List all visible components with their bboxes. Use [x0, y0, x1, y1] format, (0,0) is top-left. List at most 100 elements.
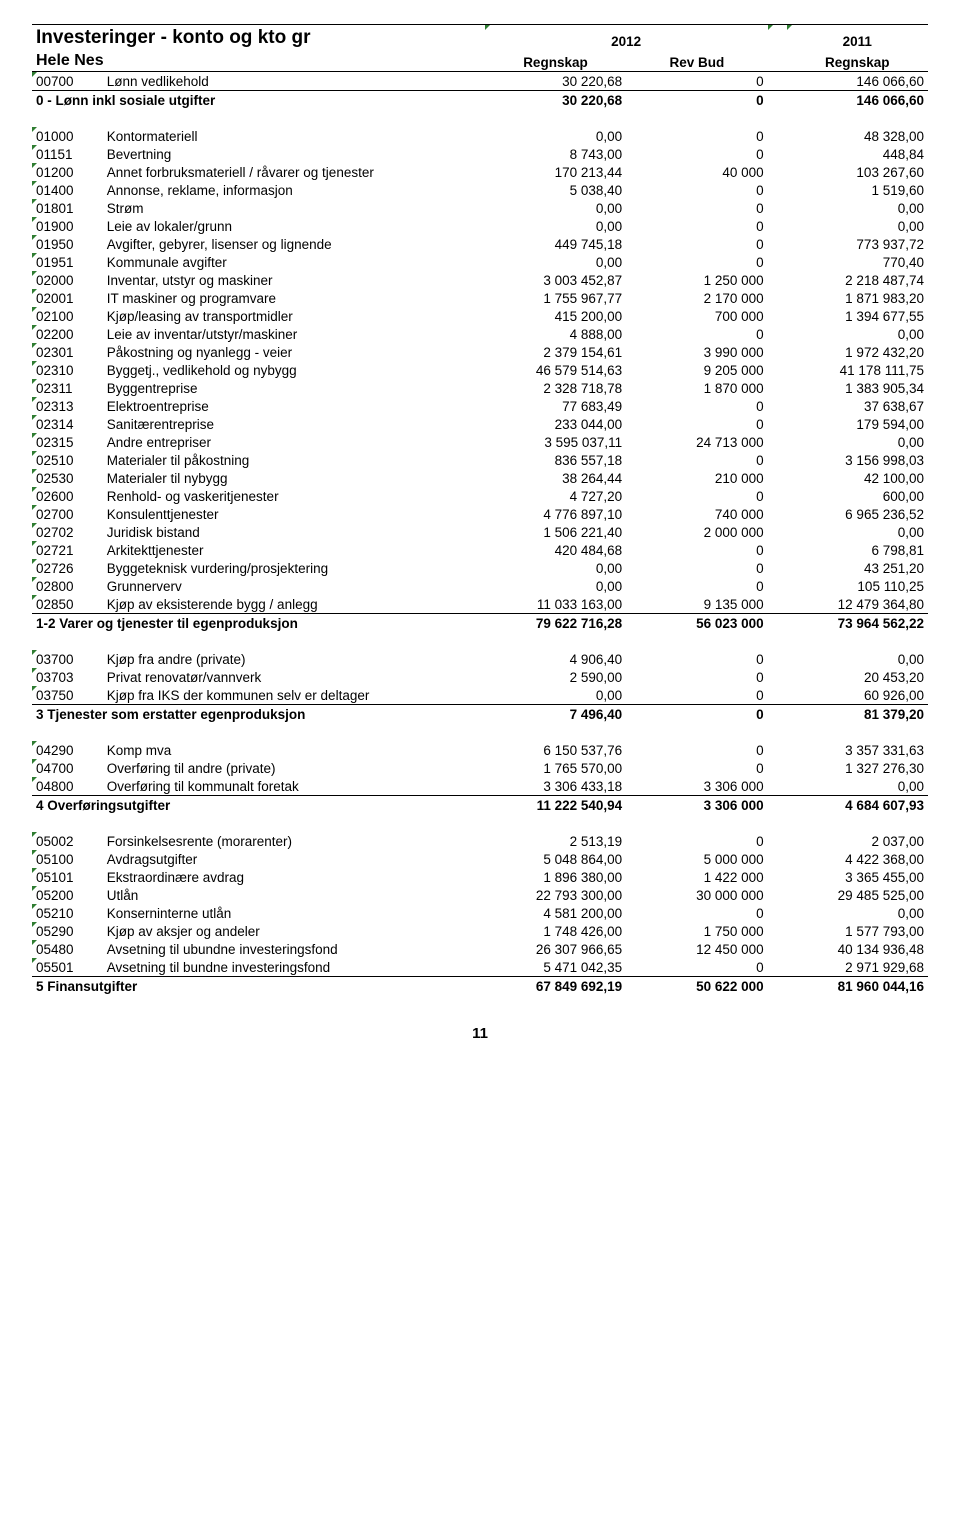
- subtotal-value: 11 222 540,94: [485, 796, 626, 815]
- cell-value: 2 971 929,68: [787, 958, 929, 977]
- table-row: 02702Juridisk bistand1 506 221,402 000 0…: [32, 523, 928, 541]
- cell-value: 210 000: [626, 469, 767, 487]
- cell-value: 42 100,00: [787, 469, 929, 487]
- table-row: 01200Annet forbruksmateriell / råvarer o…: [32, 163, 928, 181]
- page-number: 11: [32, 1025, 928, 1042]
- account-code: 01801: [32, 199, 103, 217]
- account-code: 02200: [32, 325, 103, 343]
- cell-value: 48 328,00: [787, 127, 929, 145]
- report-subtitle: Hele Nes: [32, 50, 485, 72]
- year-2012: 2012: [485, 25, 768, 51]
- account-desc: Avsetning til ubundne investeringsfond: [103, 940, 485, 958]
- cell-value: 29 485 525,00: [787, 886, 929, 904]
- cell-value: 0,00: [485, 559, 626, 577]
- cell-value: 0: [626, 72, 767, 91]
- cell-value: 0: [626, 650, 767, 668]
- account-desc: Strøm: [103, 199, 485, 217]
- subtotal-label: 0 - Lønn inkl sosiale utgifter: [32, 91, 485, 110]
- cell-value: 1 748 426,00: [485, 922, 626, 940]
- cell-value: 146 066,60: [787, 72, 929, 91]
- header-row-2: Hele Nes Regnskap Rev Bud Regnskap: [32, 50, 928, 72]
- subtotal-value: 3 306 000: [626, 796, 767, 815]
- table-row: 05210Konserninterne utlån4 581 200,0000,…: [32, 904, 928, 922]
- cell-value: 1 896 380,00: [485, 868, 626, 886]
- cell-value: 1 519,60: [787, 181, 929, 199]
- account-desc: Utlån: [103, 886, 485, 904]
- account-code: 02301: [32, 343, 103, 361]
- table-row: 02700Konsulenttjenester4 776 897,10740 0…: [32, 505, 928, 523]
- cell-value: 770,40: [787, 253, 929, 271]
- cell-value: 0: [626, 958, 767, 977]
- subtotal-value: 73 964 562,22: [787, 614, 929, 633]
- cell-value: 3 990 000: [626, 343, 767, 361]
- table-row: 02800Grunnerverv0,000105 110,25: [32, 577, 928, 595]
- cell-value: 0,00: [787, 433, 929, 451]
- account-desc: Avsetning til bundne investeringsfond: [103, 958, 485, 977]
- account-code: 01400: [32, 181, 103, 199]
- cell-value: 0: [626, 325, 767, 343]
- account-code: 02510: [32, 451, 103, 469]
- subtotal-value: 30 220,68: [485, 91, 626, 110]
- cell-value: 3 365 455,00: [787, 868, 929, 886]
- cell-value: 700 000: [626, 307, 767, 325]
- cell-value: 0: [626, 253, 767, 271]
- cell-value: 0: [626, 559, 767, 577]
- cell-value: 1 383 905,34: [787, 379, 929, 397]
- cell-value: 103 267,60: [787, 163, 929, 181]
- account-code: 04700: [32, 759, 103, 777]
- account-code: 03703: [32, 668, 103, 686]
- cell-value: 37 638,67: [787, 397, 929, 415]
- cell-value: 1 765 570,00: [485, 759, 626, 777]
- table-row: 05290Kjøp av aksjer og andeler1 748 426,…: [32, 922, 928, 940]
- table-row: 01000Kontormateriell0,00048 328,00: [32, 127, 928, 145]
- account-desc: Ekstraordinære avdrag: [103, 868, 485, 886]
- account-code: 03750: [32, 686, 103, 705]
- account-code: 01000: [32, 127, 103, 145]
- cell-value: 0: [626, 904, 767, 922]
- account-desc: IT maskiner og programvare: [103, 289, 485, 307]
- cell-value: 41 178 111,75: [787, 361, 929, 379]
- account-desc: Leie av lokaler/grunn: [103, 217, 485, 235]
- cell-value: 77 683,49: [485, 397, 626, 415]
- account-desc: Inventar, utstyr og maskiner: [103, 271, 485, 289]
- table-row: 01801Strøm0,0000,00: [32, 199, 928, 217]
- account-code: 04290: [32, 741, 103, 759]
- cell-value: 0: [626, 415, 767, 433]
- cell-value: 9 135 000: [626, 595, 767, 614]
- account-code: 00700: [32, 72, 103, 91]
- account-code: 02001: [32, 289, 103, 307]
- subtotal-value: 81 379,20: [787, 705, 929, 724]
- cell-value: 0: [626, 451, 767, 469]
- cell-value: 2 037,00: [787, 832, 929, 850]
- cell-value: 5 038,40: [485, 181, 626, 199]
- cell-value: 0: [626, 217, 767, 235]
- table-row: 01900Leie av lokaler/grunn0,0000,00: [32, 217, 928, 235]
- subtotal-label: 3 Tjenester som erstatter egenproduksjon: [32, 705, 485, 724]
- cell-value: 4 422 368,00: [787, 850, 929, 868]
- account-code: 02530: [32, 469, 103, 487]
- cell-value: 38 264,44: [485, 469, 626, 487]
- account-code: 02313: [32, 397, 103, 415]
- table-row: 01951Kommunale avgifter0,000770,40: [32, 253, 928, 271]
- account-desc: Elektroentreprise: [103, 397, 485, 415]
- table-row: 02510Materialer til påkostning836 557,18…: [32, 451, 928, 469]
- cell-value: 0,00: [787, 217, 929, 235]
- account-desc: Leie av inventar/utstyr/maskiner: [103, 325, 485, 343]
- cell-value: 449 745,18: [485, 235, 626, 253]
- cell-value: 415 200,00: [485, 307, 626, 325]
- account-desc: Juridisk bistand: [103, 523, 485, 541]
- cell-value: 0,00: [787, 325, 929, 343]
- subtotal-value: 81 960 044,16: [787, 977, 929, 996]
- spacer-row: [32, 632, 928, 650]
- table-row: 01400Annonse, reklame, informasjon5 038,…: [32, 181, 928, 199]
- subtotal-row: 0 - Lønn inkl sosiale utgifter30 220,680…: [32, 91, 928, 110]
- subtotal-value: 50 622 000: [626, 977, 767, 996]
- account-code: 05100: [32, 850, 103, 868]
- subtotal-value: 146 066,60: [787, 91, 929, 110]
- account-desc: Grunnerverv: [103, 577, 485, 595]
- account-code: 01950: [32, 235, 103, 253]
- cell-value: 2 218 487,74: [787, 271, 929, 289]
- account-desc: Lønn vedlikehold: [103, 72, 485, 91]
- cell-value: 1 327 276,30: [787, 759, 929, 777]
- cell-value: 5 471 042,35: [485, 958, 626, 977]
